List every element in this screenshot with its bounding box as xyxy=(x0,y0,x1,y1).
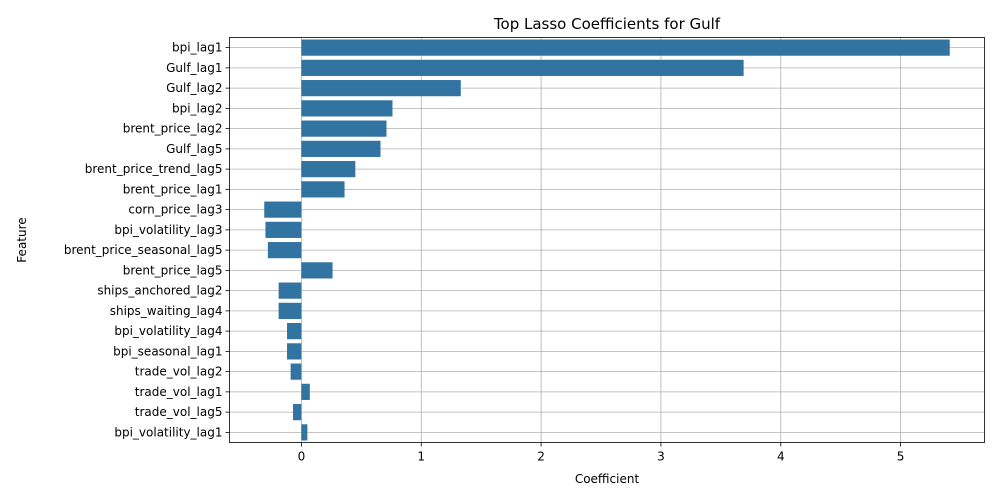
y-tick-label: brent_price_seasonal_lag5 xyxy=(64,243,223,257)
y-tick-label: trade_vol_lag2 xyxy=(135,365,223,379)
bar-bpi_seasonal_lag1 xyxy=(287,343,302,360)
bar-Gulf_lag2 xyxy=(301,80,461,97)
bar-brent_price_lag2 xyxy=(301,120,387,137)
y-tick-label: brent_price_lag1 xyxy=(123,182,223,196)
y-tick-label: bpi_lag2 xyxy=(172,101,223,115)
bar-trade_vol_lag1 xyxy=(301,383,310,400)
y-tick-label: Gulf_lag1 xyxy=(166,61,222,75)
y-tick-label: trade_vol_lag5 xyxy=(135,405,223,419)
y-tick-label: corn_price_lag3 xyxy=(128,203,222,217)
y-tick-label: bpi_seasonal_lag1 xyxy=(113,344,222,358)
bar-ships_waiting_lag4 xyxy=(278,302,302,319)
x-tick-label: 1 xyxy=(417,450,425,464)
bar-brent_price_trend_lag5 xyxy=(301,161,356,178)
bar-bpi_volatility_lag4 xyxy=(287,323,302,340)
y-tick-label: Gulf_lag5 xyxy=(166,142,222,156)
x-tick-label: 5 xyxy=(897,450,905,464)
bar-brent_price_lag1 xyxy=(301,181,345,198)
x-tick-label: 0 xyxy=(298,450,306,464)
bar-trade_vol_lag2 xyxy=(290,363,302,380)
x-axis-label: Coefficient xyxy=(575,472,640,486)
bar-bpi_volatility_lag3 xyxy=(265,221,302,238)
y-tick-label: brent_price_trend_lag5 xyxy=(85,162,223,176)
y-tick-label: trade_vol_lag1 xyxy=(135,385,223,399)
x-tick-label: 2 xyxy=(537,450,545,464)
bar-bpi_volatility_lag1 xyxy=(301,424,308,441)
chart-title: Top Lasso Coefficients for Gulf xyxy=(493,15,721,33)
y-tick-label: brent_price_lag5 xyxy=(123,263,223,277)
y-tick-label: ships_anchored_lag2 xyxy=(97,284,222,298)
bars-layer xyxy=(264,39,950,441)
bar-ships_anchored_lag2 xyxy=(278,282,302,299)
y-axis-label: Feature xyxy=(15,217,29,262)
plot-frame xyxy=(229,37,985,443)
bar-Gulf_lag1 xyxy=(301,59,744,76)
x-tick-label: 3 xyxy=(657,450,665,464)
bar-Gulf_lag5 xyxy=(301,140,381,157)
bar-brent_price_seasonal_lag5 xyxy=(267,242,302,259)
y-tick-label: bpi_volatility_lag4 xyxy=(114,324,222,338)
y-tick-label: bpi_lag1 xyxy=(172,41,223,55)
bar-trade_vol_lag5 xyxy=(293,404,302,421)
y-tick-label: ships_waiting_lag4 xyxy=(110,304,223,318)
y-tick-label: Gulf_lag2 xyxy=(166,81,222,95)
bar-corn_price_lag3 xyxy=(264,201,302,218)
y-tick-label: brent_price_lag2 xyxy=(123,122,223,136)
bar-bpi_lag1 xyxy=(301,39,950,56)
bar-brent_price_lag5 xyxy=(301,262,333,279)
ticks-layer: 0 1 2 3 4 5 bpi_lag1 Gulf_lag1 Gulf_lag2 bpi_lag2… xyxy=(64,41,905,464)
x-tick-label: 4 xyxy=(777,450,785,464)
y-tick-label: bpi_volatility_lag3 xyxy=(114,223,222,237)
bar-bpi_lag2 xyxy=(301,100,393,117)
y-tick-label: bpi_volatility_lag1 xyxy=(114,425,222,439)
